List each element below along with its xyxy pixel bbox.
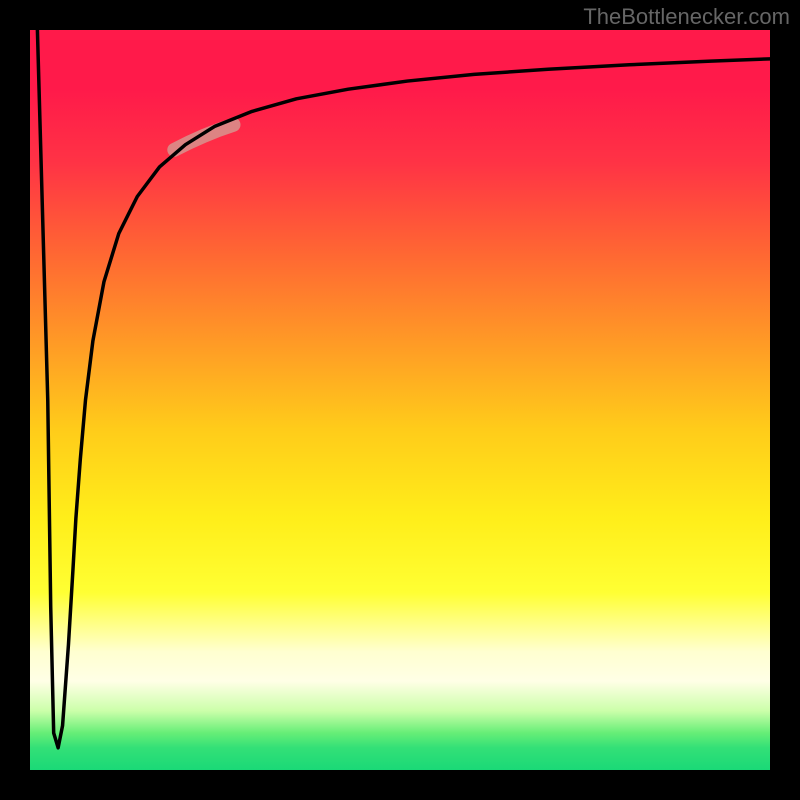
curve-layer (30, 30, 770, 770)
main-curve (37, 30, 770, 748)
watermark-text: TheBottlenecker.com (583, 4, 790, 30)
plot-area (30, 30, 770, 770)
